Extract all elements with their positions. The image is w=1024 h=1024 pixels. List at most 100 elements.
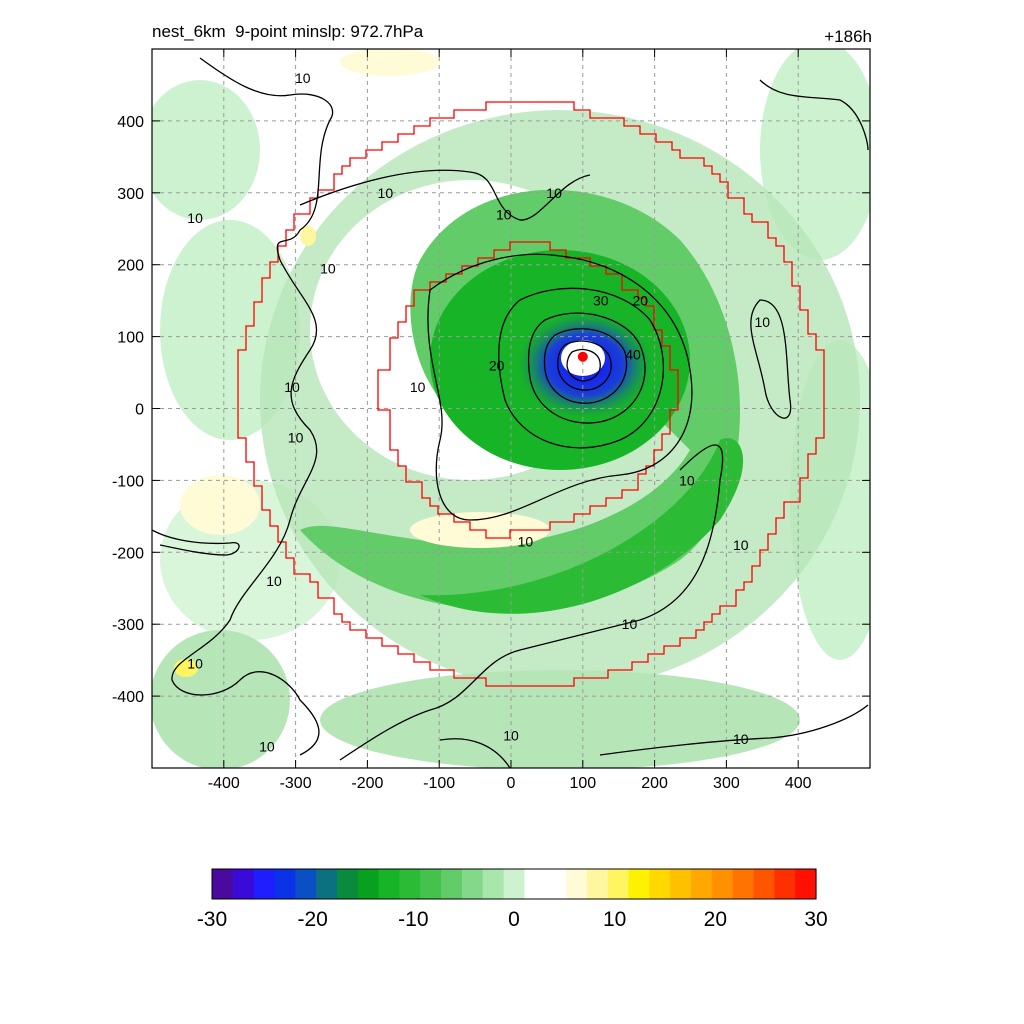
contour-label: 20 — [489, 357, 505, 373]
contour-labels: 10 10 10 10 10 10 10 10 10 10 10 10 10 10 10 10 10 10 10 20… — [187, 70, 771, 755]
colorbar-swatch — [649, 869, 671, 899]
y-tick-labels: 400 300 200 100 0 -100 -200 -300 -400 — [112, 114, 144, 706]
colorbar-swatch — [316, 869, 338, 899]
colorbar-tick-label: -30 — [197, 908, 227, 931]
forecast-hour-label: +186h — [824, 27, 872, 46]
colorbar-swatch — [357, 869, 380, 899]
colorbar-swatch — [732, 869, 755, 899]
contour-label: 10 — [320, 260, 336, 276]
contour-line — [566, 348, 601, 382]
colorbar-swatch — [232, 869, 255, 899]
y-tick-label: 200 — [117, 258, 144, 275]
colorbar-swatch — [253, 869, 276, 899]
contour-label: 10 — [259, 738, 275, 754]
field-patch — [320, 670, 800, 768]
y-tick-label: -300 — [112, 617, 144, 634]
y-tick-label: 0 — [135, 402, 144, 419]
axis-ticks — [152, 49, 870, 768]
contour-label: 10 — [187, 656, 203, 672]
colorbar-swatch — [461, 869, 484, 899]
contour-line — [759, 79, 869, 151]
colorbar-swatch — [503, 869, 526, 899]
contour-label: 10 — [679, 472, 695, 488]
contour-label: 10 — [496, 206, 512, 222]
storm-center-marker — [577, 351, 588, 362]
colorbar-swatch — [774, 869, 796, 899]
contour-line — [152, 529, 240, 556]
contour-line — [750, 299, 792, 419]
colorbar-tick-label: 20 — [704, 908, 727, 931]
contour-line — [527, 312, 646, 424]
contour-line — [498, 287, 664, 449]
colorbar — [211, 868, 817, 900]
contour-label: 10 — [546, 185, 562, 201]
field-patch — [340, 49, 440, 76]
colorbar-swatch — [420, 869, 442, 899]
x-tick-label: 0 — [507, 775, 516, 792]
contour-label: 40 — [625, 347, 641, 363]
contour-line — [427, 253, 693, 521]
colorbar-frame — [211, 868, 817, 900]
contour-label: 10 — [733, 537, 749, 553]
contour-lines — [152, 57, 869, 768]
chart-title: nest_6km 9-point minslp: 972.7hPa — [152, 22, 424, 41]
field-patch — [152, 80, 260, 220]
y-tick-label: -400 — [112, 689, 144, 706]
colorbar-swatch — [212, 869, 234, 899]
x-tick-label: -300 — [280, 775, 312, 792]
y-tick-label: -200 — [112, 545, 144, 562]
contour-line — [171, 57, 334, 756]
x-tick-label: -200 — [351, 775, 383, 792]
x-tick-label: -400 — [208, 775, 240, 792]
colorbar-swatch — [753, 869, 775, 899]
field-shading — [152, 49, 870, 768]
contour-label: 10 — [266, 573, 282, 589]
contour-line — [299, 169, 591, 221]
contour-label: 30 — [593, 293, 609, 309]
contour-label: 10 — [755, 314, 771, 330]
colorbar-swatch — [524, 869, 546, 899]
colorbar-swatch — [795, 869, 817, 899]
colorbar-tick-label: -10 — [398, 908, 428, 931]
contour-label: 10 — [284, 379, 300, 395]
colorbar-swatch — [545, 869, 567, 899]
x-tick-labels: -400 -300 -200 -100 0 100 200 300 400 — [208, 775, 812, 792]
colorbar-swatch — [399, 869, 421, 899]
colorbar-swatch — [482, 869, 505, 899]
contour-label: 10 — [410, 379, 426, 395]
colorbar-swatch — [336, 869, 359, 899]
contour-label: 10 — [378, 185, 394, 201]
contour-line — [557, 340, 612, 391]
contour-line — [439, 738, 511, 768]
contour-line — [599, 704, 869, 756]
x-tick-label: -100 — [423, 775, 455, 792]
contour-line — [543, 328, 628, 404]
x-tick-label: 400 — [785, 775, 812, 792]
contour-label: 10 — [622, 616, 638, 632]
colorbar-swatch — [670, 869, 692, 899]
colorbar-tick-label: 10 — [603, 908, 626, 931]
colorbar-swatch — [711, 869, 734, 899]
colorbar-swatch — [441, 869, 463, 899]
y-tick-label: 100 — [117, 330, 144, 347]
colorbar-swatch — [566, 869, 588, 899]
colorbar-swatch — [378, 869, 401, 899]
colorbar-labels: -30 -20 -10 0 10 20 30 — [197, 908, 828, 931]
field-patch — [300, 226, 316, 246]
contour-label: 10 — [187, 210, 203, 226]
colorbar-swatch — [607, 869, 630, 899]
contour-label: 10 — [503, 728, 519, 744]
colorbar-swatch — [274, 869, 296, 899]
contour-label: 10 — [733, 731, 749, 747]
colorbar-swatch — [691, 869, 713, 899]
contour-line — [339, 444, 724, 761]
y-tick-label: -100 — [112, 473, 144, 490]
contour-label: 10 — [288, 429, 304, 445]
y-tick-label: 300 — [117, 186, 144, 203]
contour-label: 10 — [518, 534, 534, 550]
contour-label: 20 — [632, 293, 648, 309]
field-patch — [180, 475, 260, 535]
spiral-band — [420, 438, 744, 614]
y-tick-label: 400 — [117, 114, 144, 131]
